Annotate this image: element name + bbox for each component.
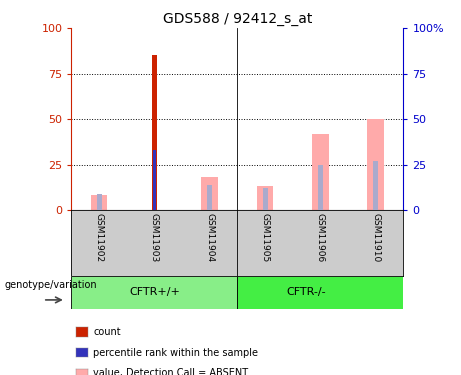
Bar — [373, 161, 378, 210]
Bar — [263, 188, 267, 210]
Text: GSM11910: GSM11910 — [371, 213, 380, 262]
Bar — [318, 165, 323, 210]
Bar — [152, 56, 157, 210]
Text: CFTR+/+: CFTR+/+ — [129, 288, 180, 297]
Text: GSM11904: GSM11904 — [205, 213, 214, 262]
Bar — [257, 186, 273, 210]
Text: count: count — [93, 327, 121, 337]
Text: GSM11903: GSM11903 — [150, 213, 159, 262]
Bar — [367, 119, 384, 210]
Bar — [201, 177, 218, 210]
Bar — [312, 134, 329, 210]
Bar — [97, 194, 101, 210]
Text: GSM11906: GSM11906 — [316, 213, 325, 262]
Bar — [153, 150, 156, 210]
Text: CFTR-/-: CFTR-/- — [287, 288, 326, 297]
Text: value, Detection Call = ABSENT: value, Detection Call = ABSENT — [93, 368, 248, 375]
Bar — [91, 195, 107, 210]
Text: genotype/variation: genotype/variation — [5, 280, 97, 290]
Bar — [71, 276, 237, 309]
Text: GSM11902: GSM11902 — [95, 213, 104, 262]
Title: GDS588 / 92412_s_at: GDS588 / 92412_s_at — [163, 12, 312, 26]
Bar — [237, 276, 403, 309]
Text: GSM11905: GSM11905 — [260, 213, 270, 262]
Text: percentile rank within the sample: percentile rank within the sample — [93, 348, 258, 358]
Bar — [207, 184, 212, 210]
